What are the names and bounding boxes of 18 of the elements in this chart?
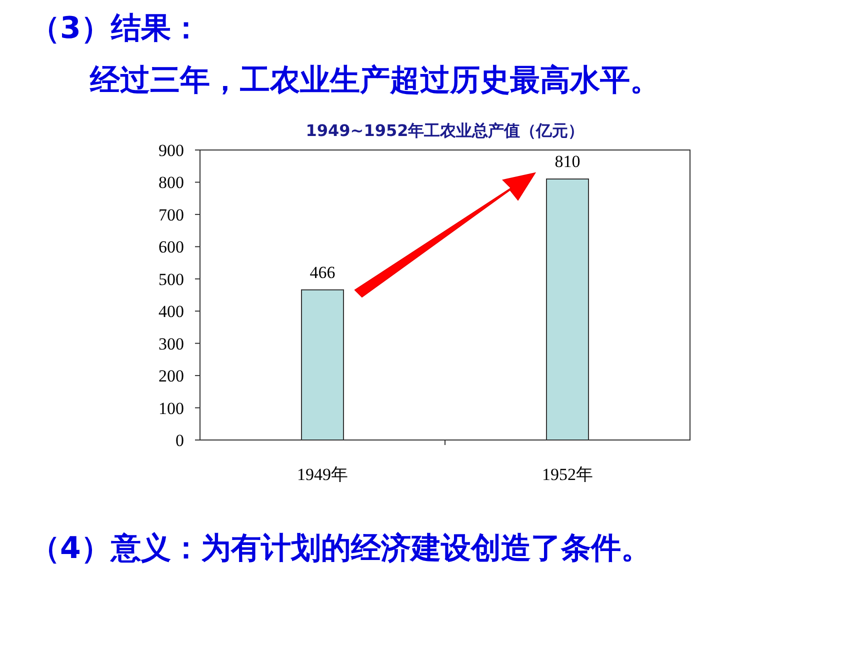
y-tick-label: 900 [158,141,184,160]
y-tick-label: 100 [158,398,184,418]
chart-title: 1949~1952年工农业总产值（亿元） [306,121,584,140]
y-tick-label: 400 [158,302,184,322]
y-tick-label: 0 [176,431,184,450]
data-label: 810 [554,152,580,171]
y-tick-label: 300 [158,334,184,354]
y-tick-label: 200 [158,366,184,386]
x-tick-label: 1952年 [542,465,593,484]
text: （3）结果： [30,11,201,46]
text: 经过三年，工农业生产超过历史最高水平。 [89,63,660,98]
y-tick-label: 500 [158,270,184,289]
y-tick-label: 800 [158,173,184,192]
x-tick-label: 1949年 [297,465,348,484]
text: （4）意义：为有计划的经济建设创造了条件。 [30,531,651,566]
data-label: 466 [310,262,336,282]
y-tick-label: 600 [158,238,184,257]
y-tick-label: 700 [158,205,184,224]
